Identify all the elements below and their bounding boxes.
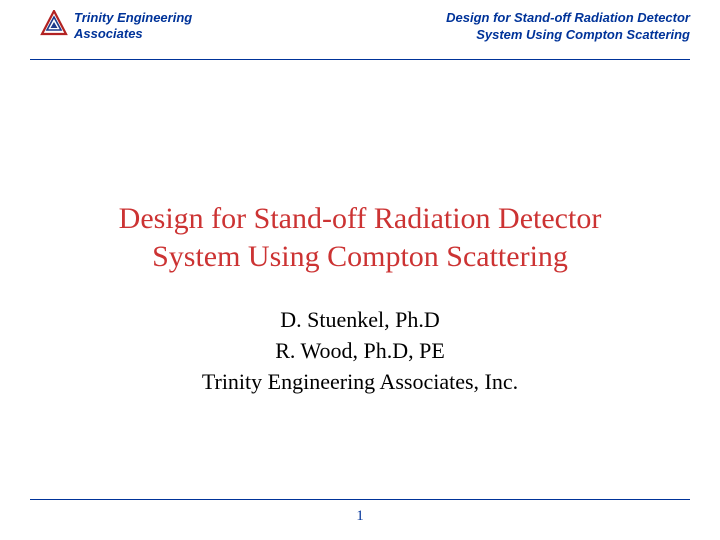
header-doc-title: Design for Stand-off Radiation Detector …: [446, 10, 690, 44]
header-doc-title-line1: Design for Stand-off Radiation Detector: [446, 10, 690, 27]
company-logo-icon: [40, 10, 68, 36]
slide-title-line2: System Using Compton Scattering: [70, 238, 650, 276]
company-name: Trinity Engineering Associates: [74, 10, 192, 43]
header-left: Trinity Engineering Associates: [40, 10, 192, 43]
header-doc-title-line2: System Using Compton Scattering: [446, 27, 690, 44]
header-divider: [30, 59, 690, 60]
author-line3: Trinity Engineering Associates, Inc.: [0, 367, 720, 398]
company-name-line1: Trinity Engineering: [74, 10, 192, 26]
author-line1: D. Stuenkel, Ph.D: [0, 305, 720, 336]
footer-divider: [30, 499, 690, 500]
slide-title: Design for Stand-off Radiation Detector …: [0, 200, 720, 275]
slide-title-line1: Design for Stand-off Radiation Detector: [70, 200, 650, 238]
company-name-line2: Associates: [74, 26, 192, 42]
page-number: 1: [0, 508, 720, 525]
authors-block: D. Stuenkel, Ph.D R. Wood, Ph.D, PE Trin…: [0, 305, 720, 397]
author-line2: R. Wood, Ph.D, PE: [0, 336, 720, 367]
slide-header: Trinity Engineering Associates Design fo…: [0, 10, 720, 60]
